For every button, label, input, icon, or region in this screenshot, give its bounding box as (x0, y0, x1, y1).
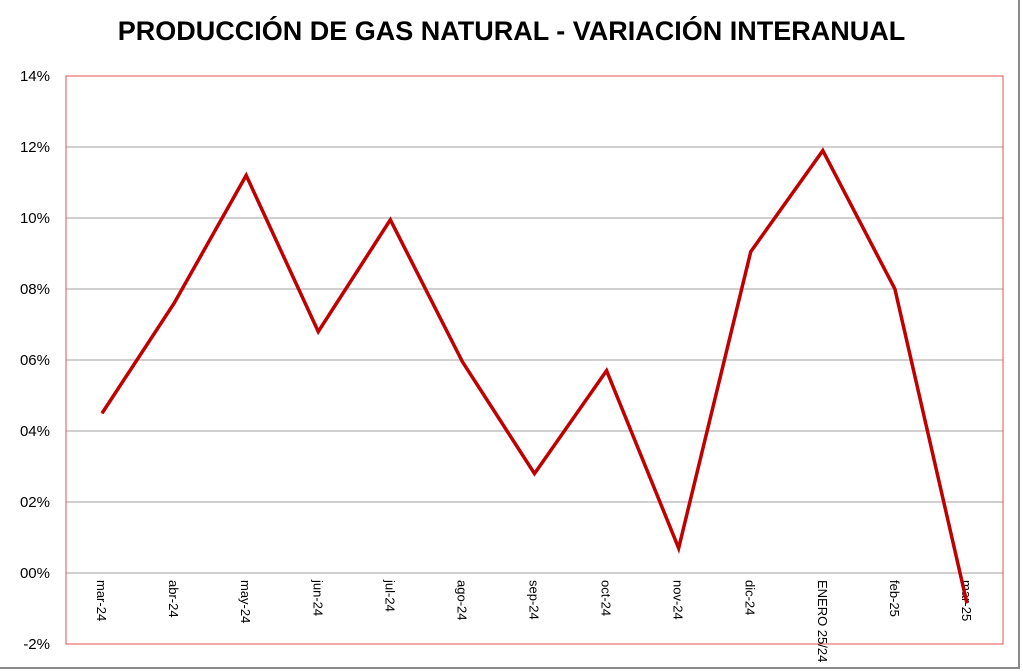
x-tick-label: abr-24 (166, 580, 181, 618)
data-point (389, 219, 391, 221)
x-tick-label: ENERO 25/24 (815, 580, 830, 662)
y-tick-label: 08% (20, 281, 50, 298)
data-point (606, 370, 608, 372)
y-tick-label: -2% (23, 636, 50, 653)
x-tick-label: sep-24 (527, 580, 542, 620)
x-tick-label: oct-24 (599, 580, 614, 616)
chart-title: PRODUCCIÓN DE GAS NATURAL - VARIACIÓN IN… (117, 16, 906, 46)
data-point (245, 174, 247, 176)
y-tick-label: 06% (20, 352, 50, 369)
data-point (966, 602, 968, 604)
x-tick-label: nov-24 (671, 580, 686, 620)
y-tick-label: 10% (20, 210, 50, 227)
y-tick-label: 00% (20, 565, 50, 582)
data-point (534, 473, 535, 475)
data-point (461, 361, 463, 363)
x-tick-label: feb-25 (887, 580, 902, 617)
data-point (317, 331, 319, 333)
x-tick-label: jul-24 (382, 579, 397, 612)
x-tick-label: mar-24 (94, 580, 109, 621)
y-tick-label: 02% (20, 494, 50, 511)
y-tick-label: 04% (20, 423, 50, 440)
data-point (750, 251, 752, 253)
plot-area-border (65, 75, 1004, 645)
x-tick-label: dic-24 (743, 580, 758, 615)
x-tick-label: may-24 (238, 580, 253, 623)
x-tick-label: ago-24 (454, 580, 469, 620)
data-point (101, 412, 103, 414)
data-point (173, 302, 175, 304)
data-point (822, 150, 824, 152)
data-point (894, 288, 896, 290)
x-tick-label: jun-24 (310, 579, 325, 616)
data-point (678, 547, 680, 549)
y-tick-label: 12% (20, 139, 50, 156)
y-tick-label: 14% (20, 68, 50, 85)
